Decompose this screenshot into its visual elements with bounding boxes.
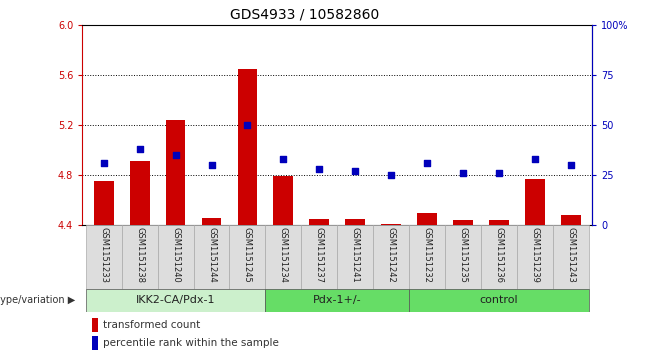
Bar <box>417 213 437 225</box>
Text: genotype/variation ▶: genotype/variation ▶ <box>0 295 76 305</box>
Bar <box>553 225 589 289</box>
Bar <box>274 176 293 225</box>
Text: GSM1151244: GSM1151244 <box>207 227 216 283</box>
Bar <box>92 318 98 332</box>
Text: transformed count: transformed count <box>103 320 200 330</box>
Text: GSM1151238: GSM1151238 <box>135 227 144 283</box>
Text: GSM1151232: GSM1151232 <box>422 227 432 283</box>
Bar <box>166 120 186 225</box>
Text: GSM1151233: GSM1151233 <box>99 227 109 283</box>
Bar <box>265 225 301 289</box>
Text: GSM1151234: GSM1151234 <box>279 227 288 283</box>
Point <box>314 166 324 172</box>
Point <box>242 122 253 128</box>
Bar <box>489 220 509 225</box>
Text: control: control <box>480 295 518 305</box>
Bar <box>373 225 409 289</box>
Bar <box>301 225 338 289</box>
Text: GSM1151241: GSM1151241 <box>351 227 360 283</box>
Point <box>494 170 504 176</box>
Bar <box>230 225 265 289</box>
Text: GSM1151245: GSM1151245 <box>243 227 252 283</box>
Text: GSM1151236: GSM1151236 <box>494 227 503 283</box>
Bar <box>130 162 149 225</box>
Bar <box>94 182 114 225</box>
Text: GSM1151235: GSM1151235 <box>459 227 467 283</box>
Bar <box>481 225 517 289</box>
Bar <box>92 336 98 350</box>
Point <box>458 170 468 176</box>
Bar <box>525 179 545 225</box>
Point <box>350 168 361 174</box>
Point <box>565 162 576 168</box>
Text: GSM1151242: GSM1151242 <box>387 227 395 283</box>
Bar <box>193 225 230 289</box>
Point <box>530 156 540 162</box>
Bar <box>517 225 553 289</box>
Bar <box>381 224 401 225</box>
Bar <box>309 219 329 225</box>
Text: GSM1151243: GSM1151243 <box>566 227 575 283</box>
Text: GSM1151237: GSM1151237 <box>315 227 324 283</box>
Bar <box>409 289 589 312</box>
Bar <box>238 69 257 225</box>
Text: GSM1151240: GSM1151240 <box>171 227 180 283</box>
Point <box>206 162 216 168</box>
Bar <box>561 215 580 225</box>
Bar <box>86 225 122 289</box>
Point <box>134 146 145 152</box>
Text: percentile rank within the sample: percentile rank within the sample <box>103 338 279 348</box>
Bar <box>265 289 409 312</box>
Bar <box>122 225 158 289</box>
Text: Pdx-1+/-: Pdx-1+/- <box>313 295 361 305</box>
Bar <box>158 225 193 289</box>
Point <box>99 160 109 166</box>
Bar <box>201 217 221 225</box>
Point <box>422 160 432 166</box>
Bar <box>345 219 365 225</box>
Bar <box>453 220 473 225</box>
Point <box>170 152 181 158</box>
Bar <box>409 225 445 289</box>
Bar <box>445 225 481 289</box>
Point <box>278 156 289 162</box>
Point <box>386 172 396 178</box>
Text: IKK2-CA/Pdx-1: IKK2-CA/Pdx-1 <box>136 295 215 305</box>
Text: GSM1151239: GSM1151239 <box>530 227 540 283</box>
Bar <box>86 289 265 312</box>
Bar <box>338 225 373 289</box>
Text: GDS4933 / 10582860: GDS4933 / 10582860 <box>230 8 379 22</box>
